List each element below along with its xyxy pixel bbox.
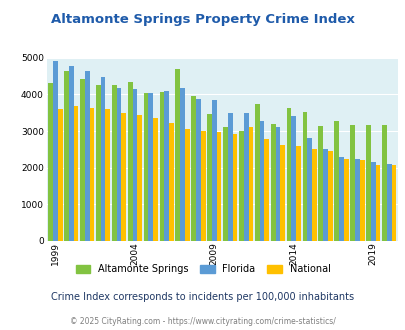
Bar: [227, 113, 232, 241]
Bar: [80, 79, 85, 241]
Bar: [232, 134, 237, 241]
Bar: [286, 108, 291, 241]
Bar: [390, 165, 395, 241]
Bar: [116, 88, 121, 241]
Bar: [264, 139, 269, 241]
Bar: [322, 149, 327, 241]
Bar: [90, 108, 94, 241]
Bar: [318, 126, 322, 241]
Bar: [350, 125, 354, 241]
Bar: [58, 109, 62, 241]
Bar: [143, 92, 148, 241]
Bar: [48, 83, 53, 241]
Bar: [191, 96, 196, 241]
Bar: [69, 66, 74, 241]
Bar: [291, 116, 296, 241]
Bar: [168, 122, 173, 241]
Bar: [128, 82, 132, 241]
Bar: [386, 164, 390, 241]
Bar: [354, 159, 359, 241]
Bar: [132, 88, 137, 241]
Bar: [279, 145, 284, 241]
Text: Altamonte Springs Property Crime Index: Altamonte Springs Property Crime Index: [51, 13, 354, 26]
Bar: [85, 71, 90, 241]
Bar: [159, 92, 164, 241]
Bar: [96, 85, 100, 241]
Bar: [381, 125, 386, 241]
Bar: [121, 113, 126, 241]
Bar: [370, 162, 375, 241]
Text: Crime Index corresponds to incidents per 100,000 inhabitants: Crime Index corresponds to incidents per…: [51, 292, 354, 302]
Bar: [239, 131, 243, 241]
Bar: [207, 114, 211, 241]
Bar: [333, 121, 338, 241]
Bar: [243, 113, 248, 241]
Bar: [100, 77, 105, 241]
Bar: [254, 104, 259, 241]
Bar: [64, 71, 69, 241]
Bar: [327, 151, 332, 241]
Bar: [105, 109, 110, 241]
Bar: [307, 138, 311, 241]
Bar: [137, 115, 142, 241]
Bar: [175, 70, 180, 241]
Bar: [296, 146, 300, 241]
Legend: Altamonte Springs, Florida, National: Altamonte Springs, Florida, National: [75, 264, 330, 274]
Bar: [248, 127, 253, 241]
Bar: [343, 159, 348, 241]
Bar: [180, 88, 185, 241]
Bar: [74, 107, 78, 241]
Bar: [153, 118, 158, 241]
Bar: [216, 132, 221, 241]
Bar: [270, 124, 275, 241]
Bar: [359, 160, 364, 241]
Bar: [53, 61, 58, 241]
Bar: [200, 131, 205, 241]
Bar: [365, 125, 370, 241]
Bar: [211, 100, 216, 241]
Bar: [338, 157, 343, 241]
Bar: [222, 127, 227, 241]
Bar: [259, 121, 264, 241]
Bar: [185, 129, 189, 241]
Bar: [148, 93, 153, 241]
Bar: [302, 112, 307, 241]
Bar: [311, 148, 316, 241]
Bar: [164, 91, 168, 241]
Bar: [196, 99, 200, 241]
Bar: [111, 85, 116, 241]
Bar: [275, 127, 279, 241]
Text: © 2025 CityRating.com - https://www.cityrating.com/crime-statistics/: © 2025 CityRating.com - https://www.city…: [70, 317, 335, 326]
Bar: [375, 165, 379, 241]
